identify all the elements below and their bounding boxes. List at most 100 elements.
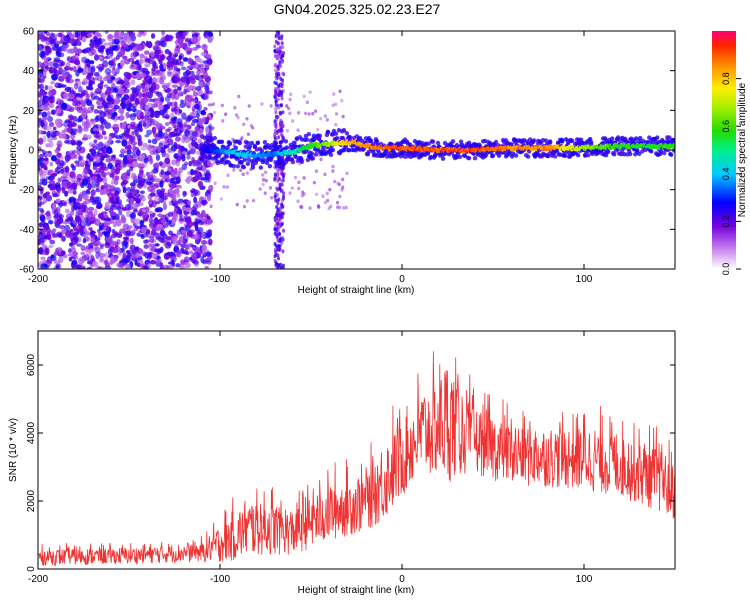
noise-blob (73, 82, 79, 90)
noise-blob (53, 57, 61, 63)
noise-blob (197, 180, 204, 188)
noise-blob (129, 182, 136, 187)
noise-blob (92, 175, 98, 180)
band-blob (276, 208, 280, 213)
snr-line (38, 351, 675, 567)
noise-blob (149, 113, 155, 119)
noise-blob (185, 207, 191, 212)
noise-blob (245, 171, 249, 175)
noise-blob (158, 238, 163, 243)
ridge-halo (472, 155, 478, 161)
noise-blob (183, 84, 190, 91)
ridge-halo (299, 159, 305, 164)
noise-blob (199, 68, 205, 74)
noise-blob (55, 198, 61, 204)
noise-blob (139, 202, 144, 207)
noise-blob (249, 123, 254, 128)
noise-blob (147, 139, 152, 144)
noise-blob (96, 100, 100, 106)
ridge-halo (310, 156, 316, 161)
noise-blob (166, 70, 172, 75)
noise-blob (48, 102, 55, 109)
band-blob (276, 97, 280, 102)
band-blob (276, 115, 280, 120)
noise-blob (154, 243, 160, 247)
noise-blob (44, 247, 50, 256)
band-blob (273, 44, 277, 49)
noise-blob (125, 186, 131, 192)
noise-blob (147, 263, 152, 269)
ridge-halo (667, 135, 672, 140)
band-blob (278, 45, 282, 50)
noise-blob (150, 33, 156, 39)
noise-blob (111, 155, 116, 162)
noise-blob (71, 244, 76, 250)
tick-label: 0 (26, 566, 37, 572)
band-blob (279, 128, 283, 133)
noise-blob (126, 128, 131, 133)
noise-blob (87, 86, 94, 91)
band-blob (275, 247, 279, 252)
noise-blob (92, 261, 99, 268)
noise-blob (127, 163, 133, 168)
noise-blob (225, 185, 229, 189)
noise-blob (130, 61, 135, 68)
noise-blob (183, 88, 188, 95)
colorbar-ticks: 0.00.20.40.60.8 (721, 72, 741, 275)
noise-blob (56, 218, 63, 225)
noise-blob (93, 156, 98, 160)
noise-blob (98, 252, 106, 258)
noise-blob (88, 227, 93, 231)
noise-blob (141, 96, 149, 104)
noise-blob (314, 192, 319, 197)
noise-blob (169, 177, 175, 185)
noise-blob (123, 154, 128, 162)
noise-blob (155, 224, 161, 232)
noise-blob (76, 266, 84, 269)
noise-blob (46, 260, 53, 264)
noise-blob (48, 175, 55, 181)
noise-blob (53, 214, 61, 218)
noise-blob (308, 90, 312, 94)
noise-blob (170, 112, 175, 119)
noise-blob (80, 100, 87, 108)
ridge-halo (255, 140, 261, 145)
ridge-halo (493, 139, 499, 145)
noise-blob (159, 180, 164, 188)
ridge-halo (366, 149, 372, 154)
noise-blob (50, 134, 57, 138)
noise-blob (85, 190, 91, 195)
noise-blob (341, 185, 345, 190)
colorbar-tick-label: 0.6 (721, 120, 731, 133)
noise-blob (48, 98, 55, 104)
noise-blob (211, 102, 216, 106)
noise-blob (97, 47, 104, 53)
noise-blob (178, 31, 184, 36)
noise-blob (119, 108, 125, 116)
noise-blob (207, 159, 212, 167)
noise-blob (60, 175, 68, 179)
band-blob (276, 192, 280, 197)
noise-blob (205, 54, 211, 58)
noise-blob (206, 81, 211, 87)
noise-blob (179, 102, 186, 109)
noise-blob (137, 33, 142, 38)
noise-blob (40, 105, 45, 109)
tick-label: 40 (23, 66, 35, 77)
noise-blob (127, 203, 132, 211)
ridge-halo (262, 140, 268, 145)
noise-blob (331, 164, 335, 169)
noise-blob (82, 89, 88, 95)
noise-blob (102, 220, 110, 227)
noise-blob (290, 186, 294, 190)
noise-blob (203, 177, 210, 183)
snr-x-label: Height of straight line (km) (298, 585, 415, 596)
noise-blob (139, 190, 145, 194)
noise-blob (125, 230, 132, 236)
noise-blob (154, 208, 160, 213)
noise-blob (147, 171, 154, 178)
spectrogram-x-ticks: -200 -100 0 100 (28, 31, 593, 285)
ridge-halo (304, 137, 310, 142)
noise-blob (145, 91, 153, 99)
ridge-halo (426, 141, 432, 146)
